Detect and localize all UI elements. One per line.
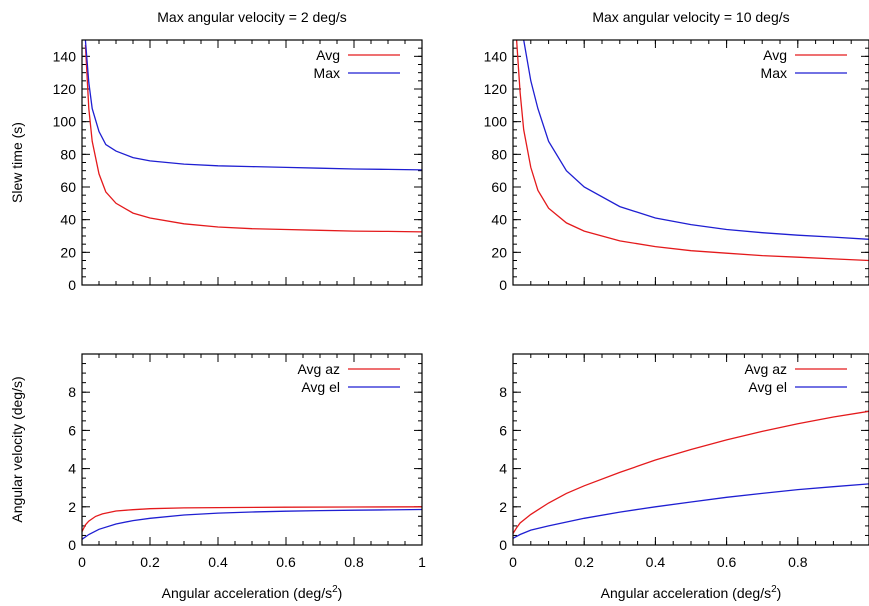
y-tick-label: 60 — [491, 179, 507, 195]
x-tick-label: 0.2 — [140, 554, 160, 570]
y-tick-label: 6 — [68, 422, 76, 438]
plot-frame — [512, 39, 869, 286]
y-tick-label: 40 — [491, 212, 507, 228]
x-tick-label: 0.8 — [344, 554, 364, 570]
series-line-avg-el — [513, 483, 869, 539]
y-tick-label: 140 — [53, 48, 77, 64]
series-line-avg-az — [513, 410, 869, 534]
x-tick-label: 0.4 — [208, 554, 228, 570]
x-tick-label: 0.6 — [717, 554, 737, 570]
y-tick-label: 140 — [484, 48, 508, 64]
legend-label: Avg — [316, 47, 340, 63]
y-tick-label: 0 — [499, 277, 507, 293]
x-tick-label: 0.4 — [646, 554, 666, 570]
y-tick-label: 0 — [499, 537, 507, 553]
y-tick-label: 120 — [53, 81, 77, 97]
legend-label: Avg el — [748, 379, 787, 395]
y-tick-label: 20 — [60, 244, 76, 260]
plot-frame — [81, 39, 423, 286]
series-line-avg — [515, 40, 869, 262]
y-tick-label: 8 — [68, 384, 76, 400]
chart-panel-3: Angular velocity (deg/s) Angular accelera… — [9, 353, 426, 601]
y-tick-label: 2 — [499, 499, 507, 515]
y-tick-label: 8 — [499, 384, 507, 400]
x-tick-label: 0.8 — [788, 554, 808, 570]
y-tick-label: 120 — [484, 81, 508, 97]
legend-label: Avg — [763, 47, 787, 63]
plot-frame — [81, 353, 423, 546]
legend-label: Avg az — [297, 361, 340, 377]
chart-panel-1: Max angular velocity = 2 deg/s Slew time … — [9, 9, 423, 293]
y-tick-label: 100 — [53, 114, 77, 130]
y-tick-label: 100 — [484, 114, 508, 130]
x-axis-label: Angular acceleration (deg/s2) — [601, 584, 782, 601]
x-tick-label: 1 — [418, 554, 426, 570]
series-line-max — [84, 40, 422, 171]
y-tick-label: 6 — [499, 422, 507, 438]
legend-label: Max — [761, 65, 787, 81]
x-tick-label: 0 — [509, 554, 517, 570]
x-tick-label: 0.2 — [574, 554, 594, 570]
y-tick-label: 2 — [68, 499, 76, 515]
legend-label: Max — [314, 65, 340, 81]
y-tick-label: 60 — [60, 179, 76, 195]
x-axis-label: Angular acceleration (deg/s2) — [162, 584, 343, 601]
y-axis-label: Angular velocity (deg/s) — [9, 376, 25, 522]
x-tick-label: 0.6 — [276, 554, 296, 570]
y-tick-label: 4 — [68, 461, 76, 477]
y-tick-label: 4 — [499, 461, 507, 477]
series-line-avg-az — [82, 506, 422, 532]
series-line-avg-el — [82, 508, 422, 540]
chart-title: Max angular velocity = 2 deg/s — [157, 9, 347, 25]
y-tick-label: 0 — [68, 277, 76, 293]
series-line-avg — [84, 44, 422, 233]
y-tick-label: 40 — [60, 212, 76, 228]
chart-panel-4: Angular acceleration (deg/s2) 0 2 4 6 8 0 0.2 0.… — [499, 353, 869, 601]
legend-label: Avg az — [744, 361, 787, 377]
y-tick-label: 80 — [60, 146, 76, 162]
y-tick-label: 80 — [491, 146, 507, 162]
series-line-max — [523, 40, 869, 240]
legend-label: Avg el — [301, 379, 340, 395]
plot-frame — [512, 353, 869, 546]
chart-title: Max angular velocity = 10 deg/s — [592, 9, 789, 25]
y-axis-label: Slew time (s) — [9, 122, 25, 203]
y-tick-label: 0 — [68, 537, 76, 553]
y-tick-label: 20 — [491, 244, 507, 260]
chart-panel-2: Max angular velocity = 10 deg/s 0 20 40 60 80… — [484, 9, 869, 293]
x-tick-label: 0 — [78, 554, 86, 570]
